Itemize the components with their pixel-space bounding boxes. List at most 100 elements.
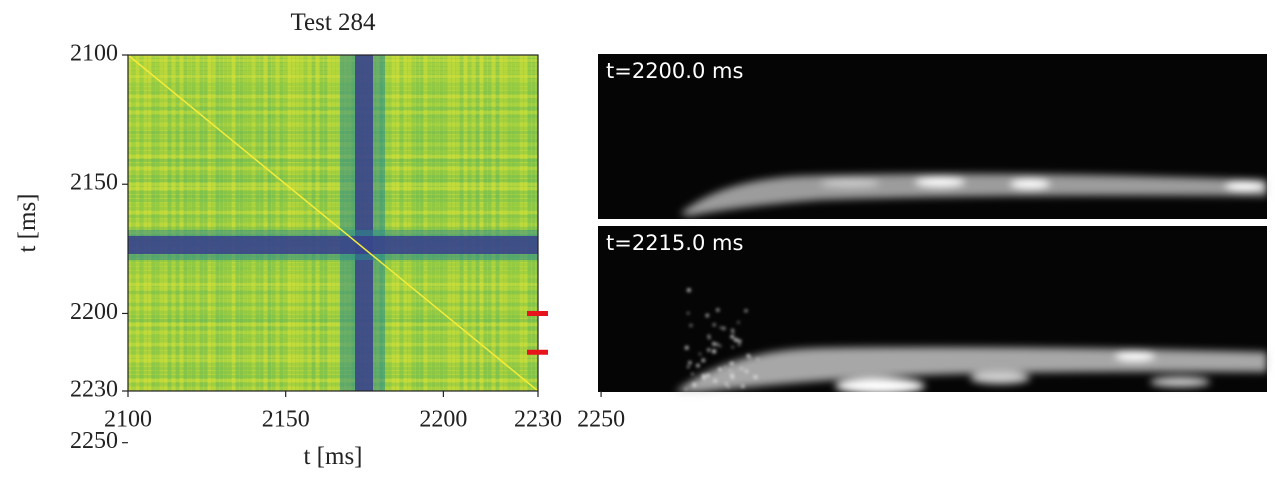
heatmap-texture (304, 55, 307, 391)
heatmap-texture (128, 363, 538, 366)
heatmap-texture (492, 55, 495, 391)
droplet (718, 367, 722, 372)
heatmap-texture (328, 55, 331, 391)
heatmap-texture (156, 55, 159, 391)
heatmap-band (128, 236, 538, 254)
heatmap-texture (136, 55, 139, 391)
heatmap-texture (236, 55, 239, 391)
heatmap-texture (184, 55, 187, 391)
y-tick-label: 2250 (70, 428, 118, 454)
heatmap-texture (128, 55, 131, 391)
heatmap-texture (428, 55, 431, 391)
x-tick-label: 2230 (514, 407, 562, 433)
heatmap-texture (168, 55, 171, 391)
heatmap-texture (412, 55, 415, 391)
heatmap-texture (128, 339, 538, 342)
droplet (719, 344, 722, 347)
heatmap-texture (260, 55, 263, 391)
droplet (744, 369, 749, 374)
heatmap-texture (248, 55, 251, 391)
droplet (691, 372, 694, 376)
heatmap (128, 55, 538, 391)
heatmap-texture (496, 55, 499, 391)
heatmap-texture (128, 127, 538, 130)
heatmap-texture (128, 383, 538, 386)
droplet (702, 376, 706, 380)
heatmap-texture (128, 295, 538, 298)
droplet (729, 369, 732, 372)
droplet (684, 345, 689, 350)
heatmap-texture (224, 55, 227, 391)
droplet (687, 288, 691, 293)
heatmap-texture (128, 199, 538, 202)
droplet (712, 342, 716, 346)
heatmap-texture (228, 55, 231, 391)
heatmap-texture (128, 211, 538, 214)
droplet (737, 339, 742, 343)
heatmap-texture (504, 55, 507, 391)
droplet (740, 367, 743, 370)
droplet (731, 346, 734, 349)
heatmap-texture (480, 55, 483, 391)
heatmap-texture (128, 87, 538, 90)
heatmap-texture (128, 287, 538, 290)
heatmap-texture (128, 267, 538, 270)
droplet (730, 375, 735, 380)
heatmap-texture (128, 259, 538, 262)
heatmap-texture (128, 223, 538, 226)
heatmap-texture (212, 55, 215, 391)
heatmap-texture (128, 207, 538, 210)
heatmap-texture (128, 63, 538, 66)
heatmap-texture (472, 55, 475, 391)
heatmap-texture (128, 131, 538, 134)
heatmap-texture (132, 55, 135, 391)
droplet (744, 309, 748, 313)
droplet (746, 354, 751, 358)
x-tick-label: 2100 (104, 407, 152, 433)
heatmap-texture (128, 371, 538, 374)
heatmap-texture (512, 55, 515, 391)
heatmap-texture (296, 55, 299, 391)
frame-label: t=2215.0 ms (606, 231, 743, 255)
x-tick-label: 2200 (419, 407, 467, 433)
droplet (753, 375, 758, 379)
droplet (707, 348, 711, 352)
heatmap-texture (208, 55, 211, 391)
heatmap-texture (536, 55, 538, 391)
frame-label: t=2200.0 ms (606, 59, 743, 83)
heatmap-texture (128, 367, 538, 370)
heatmap-texture (312, 55, 315, 391)
x-tick-label: 2250 (577, 407, 625, 433)
heatmap-texture (128, 195, 538, 198)
chart-title: Test 284 (290, 9, 376, 36)
droplet (731, 329, 734, 332)
heatmap-texture (128, 351, 538, 354)
heatmap-diagonal (128, 55, 538, 391)
droplet (706, 373, 710, 378)
heatmap-texture (324, 55, 327, 391)
droplet (712, 349, 717, 354)
heatmap-texture (308, 55, 311, 391)
heatmap-texture (128, 327, 538, 330)
droplets (684, 288, 759, 391)
droplet (738, 343, 741, 346)
spray-shape (675, 347, 1267, 394)
droplet (699, 353, 701, 355)
heatmap-texture (196, 55, 199, 391)
heatmap-texture (128, 307, 538, 310)
droplet (692, 382, 697, 387)
heatmap-texture (448, 55, 451, 391)
y-tick-label: 2200 (70, 299, 118, 325)
heatmap-texture (128, 379, 538, 382)
heatmap-texture (128, 103, 538, 106)
heatmap-texture (128, 75, 538, 78)
heatmap-texture (456, 55, 459, 391)
droplet (687, 312, 690, 315)
x-tick-label: 2150 (262, 407, 310, 433)
heatmap-texture (316, 55, 319, 391)
spray-shape (680, 173, 1267, 216)
heatmap-texture (128, 343, 538, 346)
heatmap-texture (388, 55, 391, 391)
heatmap-texture (176, 55, 179, 391)
heatmap-texture (128, 215, 538, 218)
